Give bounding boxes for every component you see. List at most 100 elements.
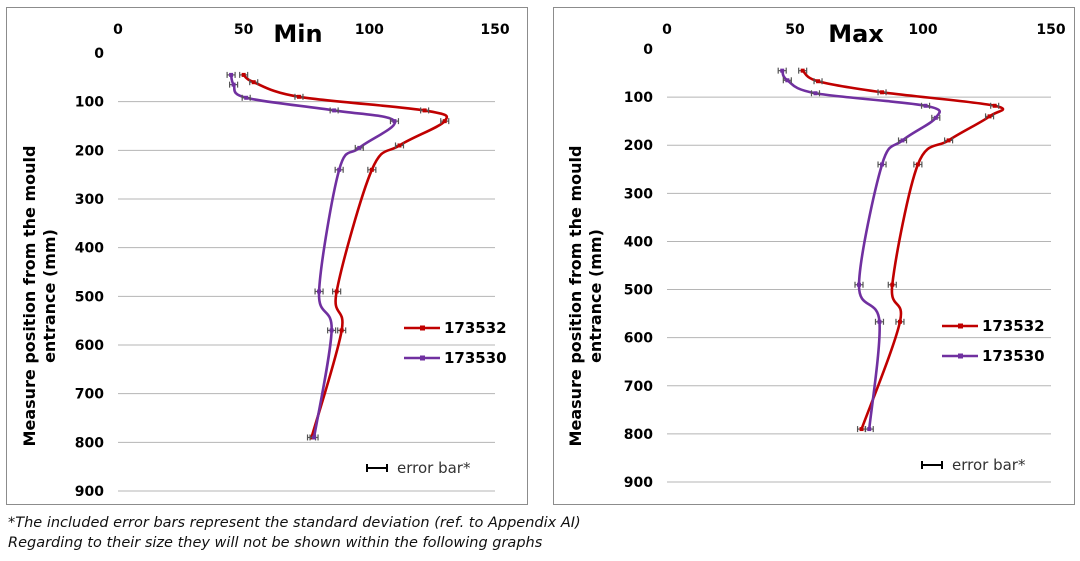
marker: [933, 115, 938, 120]
marker: [915, 162, 920, 167]
data-point-173532: [887, 281, 897, 288]
data-point-173530: [931, 114, 941, 121]
error-bar-legend-label: error bar*: [952, 456, 1026, 474]
y-tick-label: 0: [643, 42, 653, 58]
data-point-173530: [241, 94, 251, 101]
y-tick-label: 200: [624, 138, 653, 154]
marker: [332, 108, 337, 113]
data-point-173532: [394, 142, 405, 149]
y-tick-label: 700: [624, 379, 653, 395]
y-axis-label: Measure position from the mould: [20, 146, 39, 447]
y-tick-label: 700: [75, 387, 104, 403]
series-line-173532: [801, 69, 1005, 430]
data-point-173532: [332, 288, 342, 295]
data-point-173530: [229, 81, 239, 88]
series-line-173530: [229, 74, 396, 438]
y-tick-label: 800: [75, 435, 104, 451]
data-point-173530: [389, 118, 400, 125]
data-point-173530: [782, 77, 792, 84]
data-point-173532: [984, 113, 995, 120]
marker: [890, 282, 895, 287]
chart-title: Min: [273, 20, 322, 48]
data-point-173532: [239, 71, 249, 78]
y-tick-label: 400: [75, 241, 104, 257]
marker: [442, 119, 447, 124]
marker: [813, 91, 818, 96]
marker: [329, 328, 334, 333]
marker: [946, 138, 951, 143]
data-point-173532: [944, 137, 954, 144]
data-point-173532: [337, 327, 347, 334]
marker: [900, 138, 905, 143]
marker: [816, 79, 821, 84]
marker: [317, 289, 322, 294]
data-point-173532: [813, 78, 823, 85]
data-point-173532: [249, 79, 259, 86]
marker: [877, 319, 882, 324]
series-line-173530: [780, 70, 941, 430]
x-tick-label: 50: [234, 22, 254, 38]
marker: [992, 103, 997, 108]
y-tick-label: 900: [624, 475, 653, 491]
y-axis-label: entrance (mm): [586, 229, 605, 363]
data-point-173530: [897, 137, 908, 144]
footnote-line-1: *The included error bars represent the s…: [8, 515, 581, 531]
footnote-line-2: Regarding to their size they will not be…: [8, 535, 543, 551]
marker: [296, 94, 301, 99]
data-point-173530: [314, 288, 324, 295]
marker: [987, 114, 992, 119]
data-point-173530: [874, 318, 885, 325]
data-point-173530: [854, 281, 864, 288]
legend-label-173532: 173532: [444, 319, 507, 337]
data-point-173530: [864, 426, 874, 433]
y-axis-label: entrance (mm): [40, 229, 59, 363]
data-point-173530: [327, 327, 337, 334]
x-tick-label: 0: [113, 22, 123, 38]
x-tick-label: 100: [908, 22, 937, 38]
marker: [392, 119, 397, 124]
legend-label-173530: 173530: [982, 347, 1045, 365]
data-point-173530: [329, 107, 339, 114]
marker: [241, 72, 246, 77]
marker: [251, 80, 256, 85]
x-tick-label: 150: [480, 22, 509, 38]
y-tick-label: 400: [624, 234, 653, 250]
legend-marker-173532: [420, 325, 425, 331]
data-point-173530: [354, 144, 364, 151]
marker: [244, 95, 249, 100]
y-tick-label: 600: [75, 338, 104, 354]
chart-panel-max: 0 100 200 300 400 500 600 700 800 900 0 50 100 150 Max…: [553, 7, 1075, 505]
legend-marker-173530: [420, 355, 425, 361]
error-bar-legend-label: error bar*: [397, 459, 471, 477]
marker: [785, 78, 790, 83]
y-tick-label: 100: [75, 95, 104, 111]
marker: [369, 167, 374, 172]
x-tick-label: 150: [1036, 22, 1065, 38]
data-point-173532: [294, 93, 304, 100]
y-tick-label: 300: [624, 186, 653, 202]
marker: [312, 435, 317, 440]
y-tick-label: 500: [624, 283, 653, 299]
x-tick-label: 0: [662, 22, 672, 38]
data-point-173532: [367, 166, 377, 173]
y-tick-label: 300: [75, 192, 104, 208]
y-axis-label: Measure position from the mould: [566, 146, 585, 447]
legend-marker-173530: [958, 353, 963, 359]
data-point-173532: [440, 118, 450, 125]
marker: [357, 145, 362, 150]
marker: [857, 282, 861, 287]
marker: [880, 162, 885, 167]
data-point-173530: [334, 166, 344, 173]
data-point-173530: [920, 102, 931, 109]
chart-panel-min: 0 100 200 300 400 500 600 700 800 900 0 50 100 150 Min…: [6, 7, 528, 505]
marker: [422, 108, 427, 113]
series-line-173532: [242, 73, 449, 438]
marker: [337, 167, 342, 172]
data-point-173532: [913, 161, 923, 168]
legend-label-173532: 173532: [982, 317, 1045, 335]
marker: [800, 68, 805, 73]
data-point-173532: [798, 67, 808, 74]
data-point-173530: [877, 161, 887, 168]
x-tick-label: 50: [785, 22, 805, 38]
legend-marker-173532: [958, 323, 963, 329]
